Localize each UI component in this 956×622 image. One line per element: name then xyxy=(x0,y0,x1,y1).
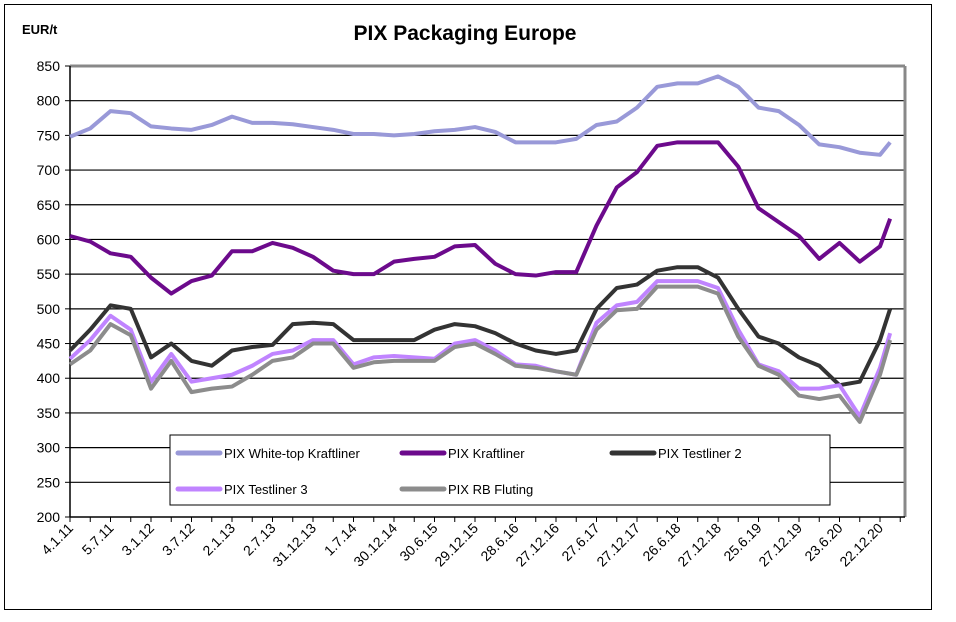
x-tick-label: 27.12.18 xyxy=(674,520,724,570)
x-tick-label: 27.12.16 xyxy=(512,520,562,570)
legend-label: PIX Kraftliner xyxy=(448,446,525,461)
x-tick-label: 3.1.12 xyxy=(118,520,157,559)
series-pix-rb-fluting xyxy=(68,284,893,424)
x-tick-label: 4.1.11 xyxy=(38,520,76,558)
legend-label: PIX White-top Kraftliner xyxy=(224,446,360,461)
y-tick-label: 850 xyxy=(37,58,61,74)
x-tick-label: 29.12.15 xyxy=(431,520,481,570)
y-tick-label: 400 xyxy=(37,370,61,386)
series-pix-white-top-kraftliner xyxy=(69,74,892,157)
series-line xyxy=(68,284,893,424)
x-tick-label: 27.12.17 xyxy=(593,520,643,570)
x-tick-label: 22.12.20 xyxy=(836,520,886,570)
legend: PIX White-top Kraftliner PIX Kraftliner PI… xyxy=(169,434,831,506)
chart-frame xyxy=(4,4,932,610)
x-tick-label: 2.1.13 xyxy=(199,520,238,559)
y-tick-label: 200 xyxy=(37,509,61,525)
series-line xyxy=(69,140,893,296)
x-tick-label: 2.7.13 xyxy=(240,520,279,559)
x-tick-label: 5.7.11 xyxy=(79,520,117,558)
series-pix-kraftliner xyxy=(69,140,893,296)
y-tick-label: 450 xyxy=(37,336,61,352)
y-tick-label: 600 xyxy=(37,231,61,247)
y-tick-label: 800 xyxy=(37,93,61,109)
y-tick-label: 250 xyxy=(37,474,61,490)
chart-title: PIX Packaging Europe xyxy=(353,22,577,45)
legend-box xyxy=(169,434,831,506)
y-tick-label: 350 xyxy=(37,405,61,421)
x-tick-label: 30.12.14 xyxy=(350,520,400,570)
x-tick-label: 27.12.19 xyxy=(755,520,805,570)
series-line xyxy=(69,74,892,157)
legend-label: PIX Testliner 3 xyxy=(224,482,308,497)
series-pix-testliner-3 xyxy=(68,279,893,419)
legend-label: PIX Testliner 2 xyxy=(658,446,742,461)
series-line xyxy=(68,279,893,419)
y-tick-label: 700 xyxy=(37,162,61,178)
y-tick-label: 300 xyxy=(37,440,61,456)
legend-label: PIX RB Fluting xyxy=(448,482,533,497)
x-tick-label: 3.7.12 xyxy=(159,520,198,559)
y-axis-unit-label: EUR/t xyxy=(22,22,58,37)
y-tick-label: 500 xyxy=(37,301,61,317)
series-pix-testliner-2 xyxy=(68,265,893,388)
x-tick-label: 1.7.14 xyxy=(321,520,360,559)
x-tick-label: 31.12.13 xyxy=(269,520,319,570)
y-tick-label: 550 xyxy=(37,266,61,282)
y-tick-label: 750 xyxy=(37,127,61,143)
series-line xyxy=(68,265,893,388)
y-tick-label: 650 xyxy=(37,197,61,213)
